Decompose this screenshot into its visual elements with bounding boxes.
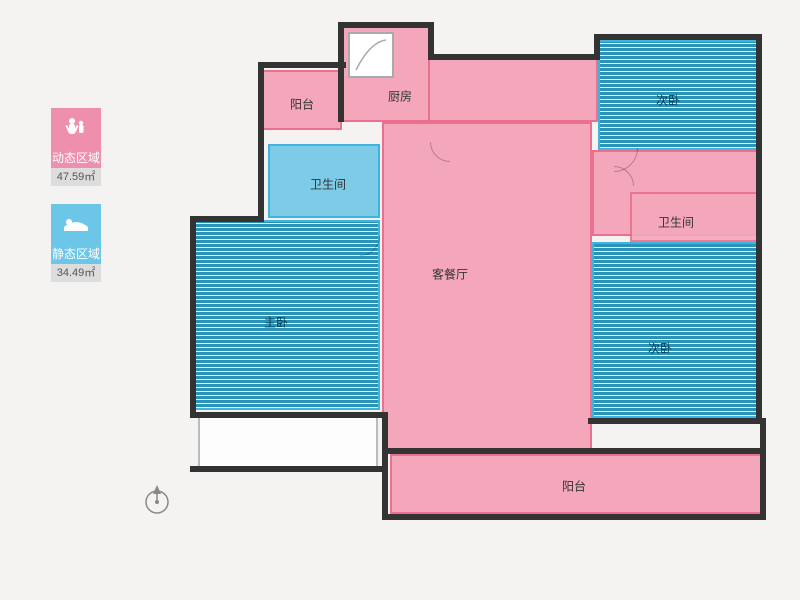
- legend-static-label: 静态区域: [51, 244, 101, 264]
- room-bed2-bottom: [592, 242, 760, 418]
- wall: [588, 418, 764, 424]
- room-corridor-top: [428, 58, 598, 122]
- legend-static: 静态区域 34.49㎡: [46, 204, 106, 282]
- room-bed2-top: [598, 40, 758, 150]
- wall: [760, 418, 766, 518]
- wall: [382, 412, 388, 518]
- wall: [258, 62, 264, 222]
- room-bath-left: [268, 144, 380, 218]
- wall: [756, 34, 762, 422]
- room-under-master: [198, 412, 378, 468]
- room-balcony-bot: [390, 454, 762, 514]
- legend-dynamic-value: 47.59㎡: [51, 168, 101, 186]
- wall: [382, 514, 766, 520]
- room-bath-right: [630, 192, 758, 242]
- room-living: [382, 122, 592, 452]
- wall: [190, 412, 388, 418]
- wall: [382, 448, 766, 454]
- people-icon: [51, 108, 101, 148]
- wall: [258, 62, 346, 68]
- legend-dynamic-label: 动态区域: [51, 148, 101, 168]
- compass-icon: [140, 482, 174, 521]
- wall: [338, 22, 344, 122]
- appliance-icon: [348, 32, 394, 78]
- wall: [428, 22, 434, 58]
- wall: [338, 22, 432, 28]
- sleep-icon: [51, 204, 101, 244]
- legend-dynamic: 动态区域 47.59㎡: [46, 108, 106, 186]
- room-balcony-top: [262, 70, 342, 130]
- floorplan: 阳台厨房次卧卫生间客餐厅卫生间主卧次卧阳台: [190, 16, 780, 576]
- wall: [190, 216, 196, 416]
- wall: [190, 466, 388, 472]
- legend-static-value: 34.49㎡: [51, 264, 101, 282]
- legend: 动态区域 47.59㎡ 静态区域 34.49㎡: [46, 108, 106, 300]
- wall: [594, 34, 762, 40]
- room-master: [190, 220, 380, 410]
- wall: [428, 54, 600, 60]
- wall: [190, 216, 264, 222]
